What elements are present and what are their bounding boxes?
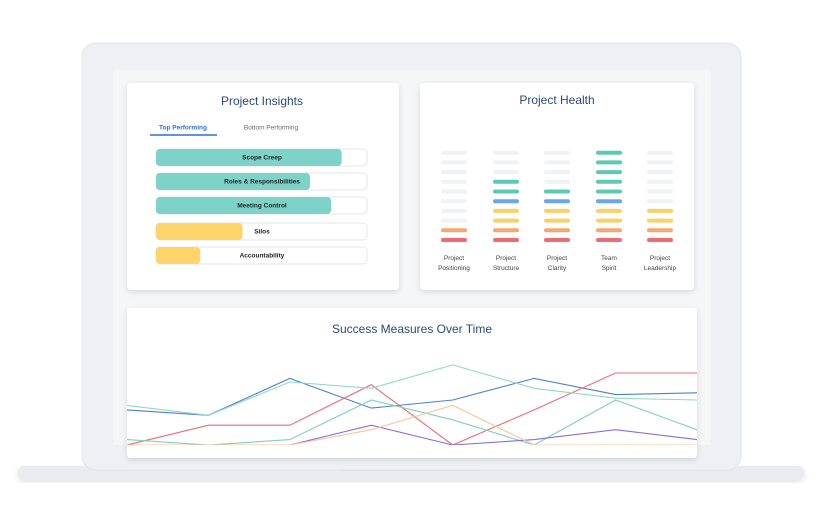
bar [156,149,342,166]
line-plot [127,364,697,445]
panel-title: Project Health [519,93,594,107]
bar [156,173,311,190]
bar-label: Meeting Control [237,203,287,210]
series-line [127,364,697,416]
tab[interactable]: Top Performing [159,125,207,132]
panel-title: Success Measures Over Time [332,322,492,336]
series-line [127,404,697,445]
tab[interactable]: Bottom Performing [244,125,299,132]
bar-label: Silos [254,229,270,236]
series-line [127,372,697,445]
category-label: Project Clarity [547,255,567,272]
category-label: Project Positioning [438,255,470,272]
bar-label: Accountability [240,253,285,260]
series-line [127,377,697,416]
health-panel [420,83,694,290]
bar [156,247,201,264]
success-panel [127,308,697,458]
category-label: Project Leadership [644,255,677,272]
category-label: Team Spirit [601,255,617,272]
bar-label: Roles & Responsibilities [224,179,300,186]
bar [156,223,243,240]
panel-title: Project Insights [221,94,303,108]
series-line [127,399,697,445]
bar-label: Scope Creep [242,155,282,162]
series-line [127,424,697,445]
category-label: Project Structure [493,255,520,272]
bar [156,197,332,214]
